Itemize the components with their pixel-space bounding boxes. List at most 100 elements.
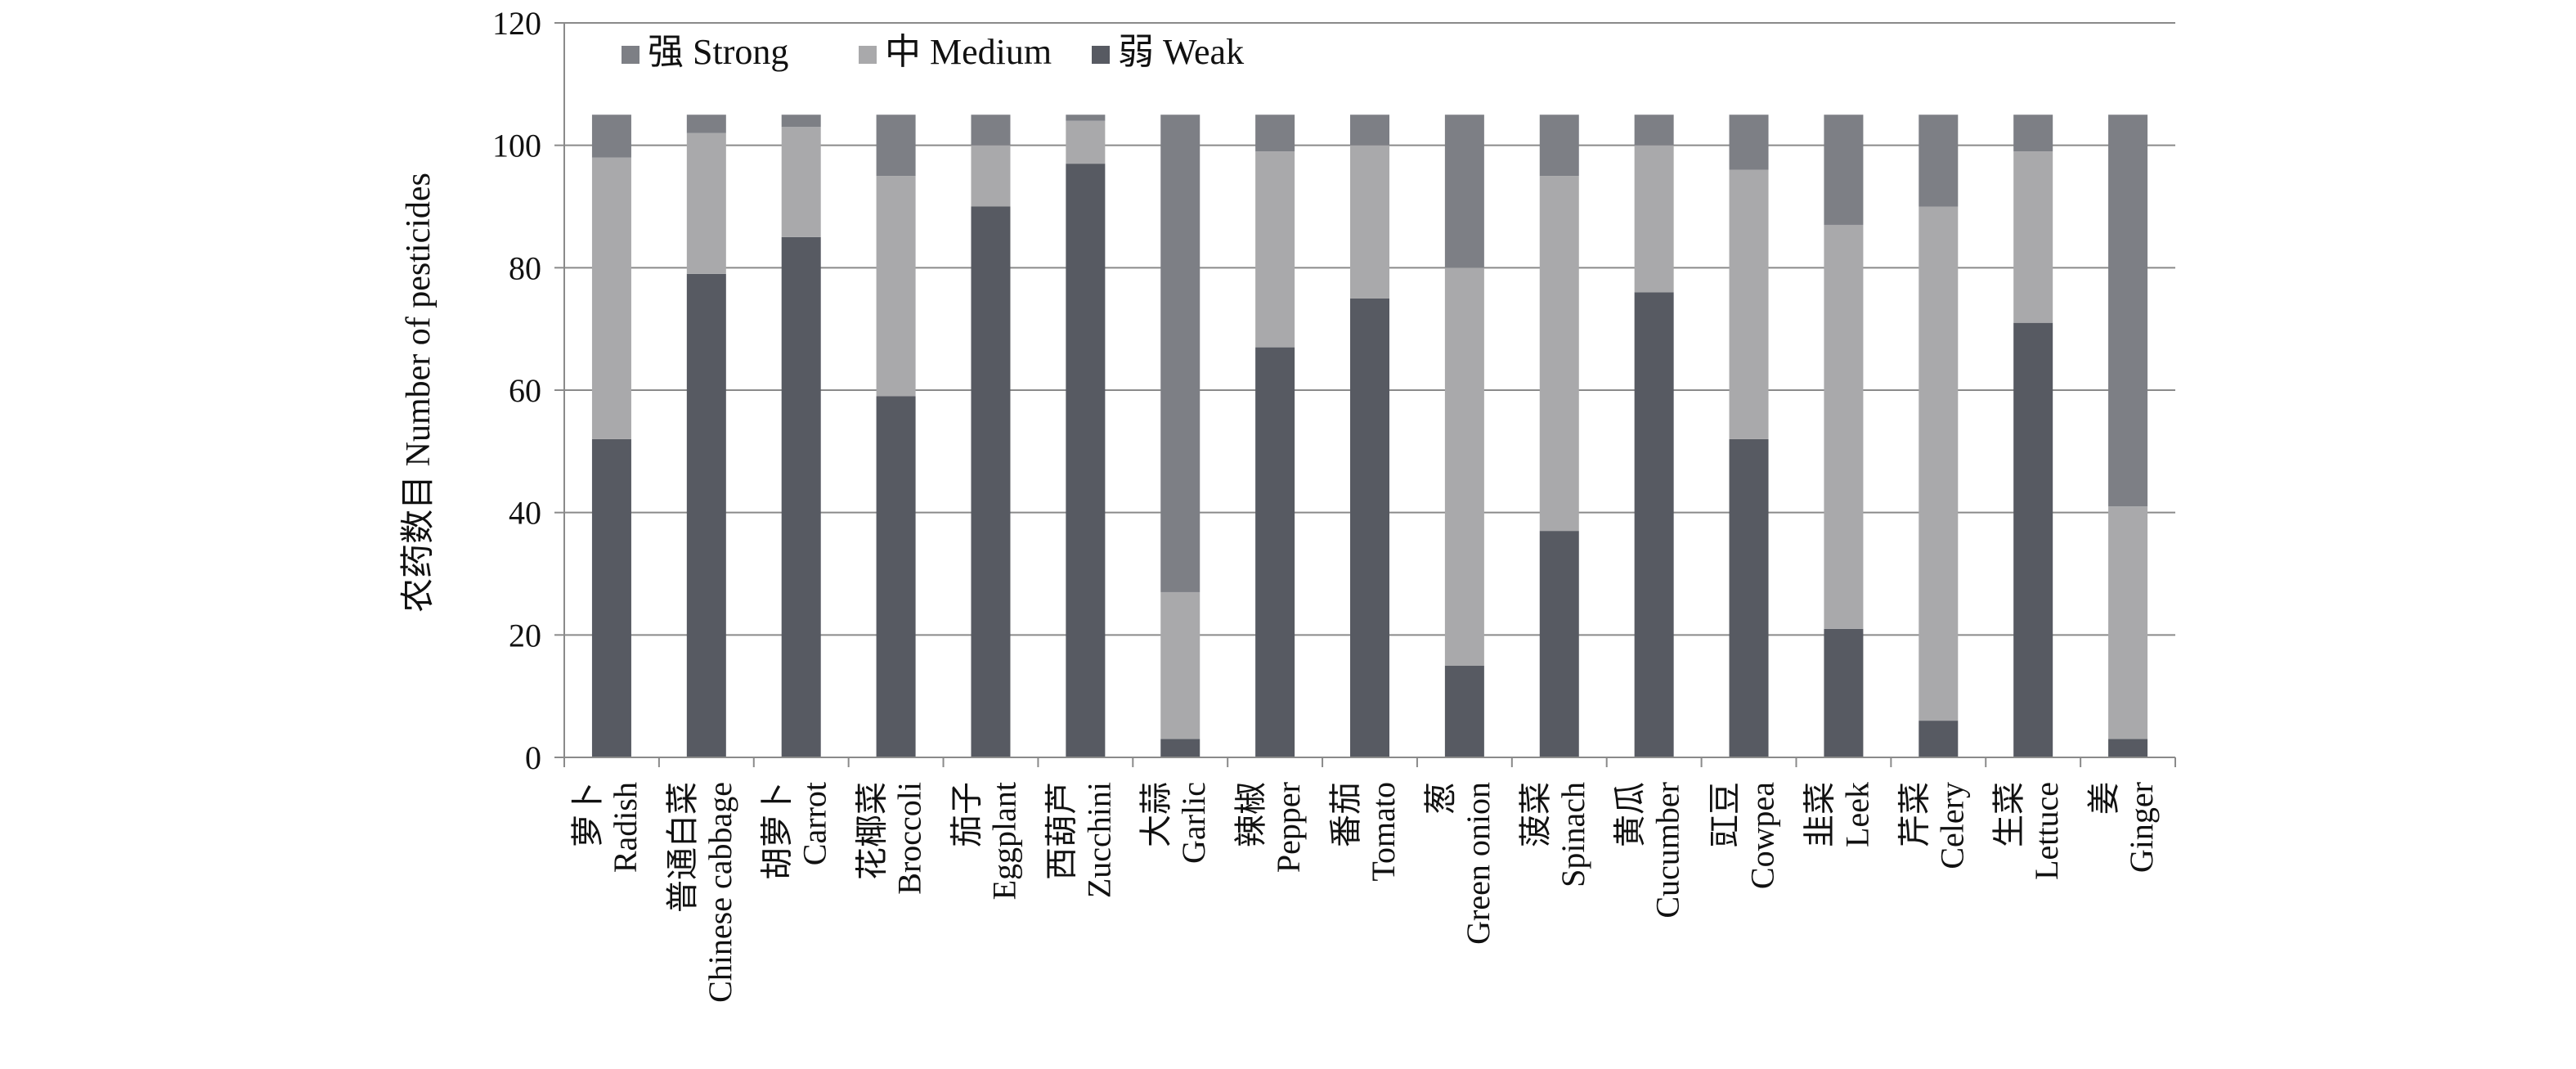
x-category-label-line: 普通白菜 (664, 782, 701, 913)
x-category-label-line: Carrot (797, 782, 833, 865)
bar-segment (1539, 176, 1579, 532)
x-category-label-line: 黄瓜 (1612, 782, 1649, 847)
bar-segment (1824, 115, 1864, 225)
bar-segment (1160, 115, 1200, 592)
x-category-label: 胡萝卜 Carrot (759, 782, 833, 880)
bar-segment (1066, 120, 1106, 164)
legend-swatch (622, 46, 640, 64)
x-category-label: 萝卜 Radish (569, 782, 644, 873)
bar-segment (1634, 115, 1674, 146)
x-category-label-line: Pepper (1270, 782, 1307, 873)
x-category-label-line: Cucumber (1649, 782, 1686, 919)
bar-segment (781, 236, 821, 758)
x-category-label-line: 番茄 (1327, 782, 1364, 847)
bar-segment (2013, 115, 2053, 152)
y-tick-label: 60 (509, 372, 541, 409)
x-category-label: 生菜 Lettuce (1990, 782, 2065, 880)
bar-segment (1444, 267, 1484, 666)
bar-segment (2108, 115, 2148, 507)
x-category-label-line: Broccoli (891, 782, 928, 895)
x-category-label-line: Spinach (1555, 782, 1591, 887)
bar-segment (1350, 115, 1389, 146)
bar-segment (686, 115, 726, 133)
bar-segment (591, 115, 631, 158)
x-category-label-line: Celery (1933, 782, 1970, 869)
x-category-label-line: 花椰菜 (854, 782, 891, 880)
bar-segment (1729, 169, 1769, 439)
bar-segment (1444, 665, 1484, 757)
x-category-label-line: 姜 (2085, 782, 2122, 815)
x-category-label: 大蒜 Garlic (1138, 782, 1212, 864)
y-tick-labels: 0 20 40 60 80 100 120 (492, 5, 541, 776)
bar-segment (1066, 164, 1106, 757)
x-category-label-line: Radish (607, 782, 644, 873)
x-category-label-line: Tomato (1365, 782, 1402, 882)
axes (554, 22, 2176, 767)
x-category-label-line: Zucchini (1080, 782, 1117, 898)
legend-swatch (859, 46, 877, 64)
bar-segment (1444, 115, 1484, 268)
x-category-label: 芹菜 Celery (1896, 782, 1970, 869)
y-tick-label: 0 (525, 739, 541, 776)
bar-segment (1160, 591, 1200, 739)
bar-segment (1255, 151, 1295, 348)
bar-segment (2013, 322, 2053, 757)
x-category-label-line: 韭菜 (1801, 782, 1838, 847)
x-category-label-line: 西葫芦 (1043, 782, 1079, 880)
x-category-label-line: Green onion (1460, 782, 1497, 945)
legend-label: 弱 Weak (1118, 32, 1244, 72)
bar-segment (1539, 115, 1579, 177)
x-category-label-line: 豇豆 (1707, 782, 1744, 847)
x-category-label-line: Garlic (1175, 782, 1212, 864)
bar-segment (1729, 438, 1769, 757)
y-tick-label: 80 (509, 249, 541, 286)
legend-swatch (1092, 46, 1110, 64)
x-category-label: 西葫芦 Zucchini (1043, 782, 1117, 898)
bar-segment (876, 396, 916, 757)
bar-segment (1919, 206, 1959, 721)
x-category-label-line: 胡萝卜 (759, 782, 796, 880)
bar-segment (591, 157, 631, 439)
bar-segment (971, 145, 1011, 207)
bar-segment (1634, 292, 1674, 757)
x-category-label: 花椰菜 Broccoli (854, 782, 928, 895)
x-category-label: 黄瓜 Cucumber (1612, 782, 1686, 919)
y-tick-label: 100 (492, 128, 541, 164)
bar-segment (781, 115, 821, 128)
bar-segment (1350, 298, 1389, 757)
y-tick-label: 40 (509, 495, 541, 532)
x-category-label-line: Leek (1838, 782, 1875, 847)
bar-segment (2108, 506, 2148, 739)
y-tick-label: 20 (509, 617, 541, 654)
bar-segment (1255, 115, 1295, 152)
bar-segment (781, 127, 821, 237)
x-category-label-line: Cowpea (1744, 782, 1781, 889)
x-category-label-line: Eggplant (985, 782, 1022, 900)
bar-segment (971, 115, 1011, 146)
bar-segment (1255, 347, 1295, 757)
bar-segment (1160, 739, 1200, 757)
x-category-label-line: 生菜 (1990, 782, 2027, 847)
legend: 强 Strong 中 Medium 弱 Weak (622, 32, 1244, 72)
x-category-label-line: Lettuce (2028, 782, 2065, 880)
bar-segment (1634, 145, 1674, 293)
x-category-label-line: 芹菜 (1896, 782, 1932, 847)
legend-label: 中 Medium (885, 32, 1052, 72)
bar-segment (1919, 721, 1959, 757)
x-category-label: 韭菜 Leek (1801, 782, 1875, 847)
x-category-label: 豇豆 Cowpea (1707, 782, 1781, 889)
x-category-label-line: 葱 (1422, 782, 1459, 815)
bar-segment (876, 176, 916, 397)
legend-label: 强 Strong (648, 32, 788, 72)
y-tick-label: 120 (492, 5, 541, 42)
x-category-label: 姜 Ginger (2085, 782, 2160, 873)
x-category-label-line: Ginger (2123, 782, 2160, 873)
bar-segment (1824, 628, 1864, 757)
bar-segment (2108, 739, 2148, 757)
x-category-label: 普通白菜 Chinese cabbage (664, 782, 738, 1003)
bar-segment (1729, 115, 1769, 170)
bar-segment (591, 438, 631, 757)
bar-segment (686, 273, 726, 758)
x-category-label-line: 萝卜 (569, 782, 606, 847)
bar-segment (1350, 145, 1389, 299)
